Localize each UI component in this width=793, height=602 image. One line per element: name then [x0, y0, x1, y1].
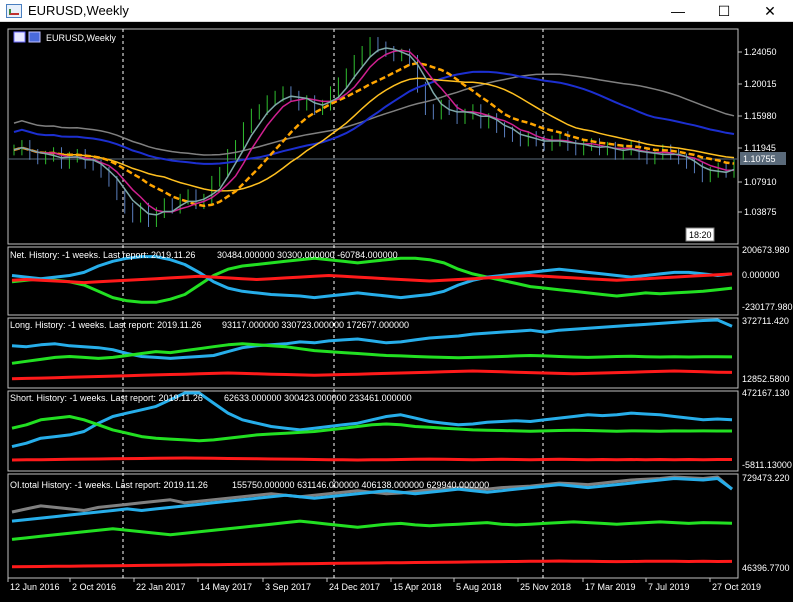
chart-canvas[interactable]: EURUSD,Weekly Net. History: -1 weeks. La… — [0, 22, 793, 602]
time-axis-label: 22 Jan 2017 — [136, 582, 186, 592]
ma-gold-line — [13, 77, 735, 192]
window-title: EURUSD,Weekly — [28, 3, 129, 18]
time-box-text: 18:20 — [689, 230, 712, 240]
ma-grey-line — [13, 73, 735, 156]
oi-axis-label: 729473.220 — [742, 473, 790, 483]
net-series-0 — [11, 256, 733, 304]
current-price-label: 1.10755 — [743, 154, 776, 164]
main-chart-label: EURUSD,Weekly — [46, 33, 116, 43]
short-panel-values: 62633.000000 300423.000000 233461.000000 — [224, 393, 412, 403]
ma-magenta-line — [13, 49, 735, 213]
main-panel-frame — [7, 28, 739, 245]
net-series-2 — [11, 272, 733, 285]
net-panel-caption: Net. History: -1 weeks. Last report: 201… — [10, 250, 195, 260]
ma-orange-line — [13, 61, 735, 208]
long-axis-label: 372711.420 — [742, 316, 789, 326]
oi-series-3 — [11, 559, 733, 569]
price-level-label: 1.24050 — [744, 47, 777, 57]
net-panel-frame — [7, 246, 739, 316]
time-axis-label: 15 Apr 2018 — [393, 582, 442, 592]
time-axis-label: 12 Jun 2016 — [10, 582, 60, 592]
ma-teal-line — [13, 47, 735, 216]
minimize-button[interactable]: — — [671, 3, 685, 19]
time-axis-label: 7 Jul 2019 — [648, 582, 690, 592]
long-panel-caption: Long. History: -1 weeks. Last report: 20… — [10, 320, 201, 330]
oi-series-2 — [11, 519, 733, 541]
oi-panel-caption: OI.total History: -1 weeks. Last report:… — [10, 480, 208, 490]
oi-panel-values: 155750.000000 631146.000000 406138.00000… — [232, 480, 489, 490]
long-series-1 — [11, 342, 733, 365]
ma-blue-line — [13, 70, 735, 165]
price-level-label: 1.07910 — [744, 177, 777, 187]
window-titlebar: EURUSD,Weekly — ☐ ✕ — [0, 0, 793, 22]
oi-axis-label: 46396.7700 — [742, 563, 790, 573]
long-series-2 — [11, 369, 733, 381]
price-level-label: 1.11945 — [744, 143, 776, 153]
net-axis-label: 200673.980 — [742, 245, 790, 255]
price-level-label: 1.03875 — [744, 207, 777, 217]
current-price-box — [740, 152, 786, 165]
short-series-1 — [11, 415, 732, 443]
chart-svg[interactable]: EURUSD,Weekly Net. History: -1 weeks. La… — [0, 22, 793, 602]
short-axis-label: -5811.13000 — [742, 460, 792, 470]
short-series-2 — [11, 456, 732, 462]
net-axis-label: 0.000000 — [742, 270, 780, 280]
time-axis-label: 3 Sep 2017 — [265, 582, 311, 592]
net-series-1 — [11, 255, 733, 300]
chart-window-icon — [6, 4, 22, 18]
close-button[interactable]: ✕ — [764, 3, 776, 19]
time-axis-label: 27 Oct 2019 — [712, 582, 761, 592]
oi-series-1 — [11, 477, 733, 523]
price-level-label: 1.15980 — [744, 111, 777, 121]
time-axis-label: 25 Nov 2018 — [520, 582, 571, 592]
time-box — [685, 227, 715, 242]
short-series-0 — [11, 391, 733, 449]
oi-panel-frame — [7, 473, 739, 579]
price-level-label: 1.20015 — [744, 79, 777, 89]
short-panel-caption: Short. History: -1 weeks. Last report: 2… — [10, 393, 203, 403]
time-axis-label: 24 Dec 2017 — [329, 582, 380, 592]
long-panel-frame — [7, 317, 739, 389]
indicator-list-icon[interactable] — [13, 31, 26, 43]
time-axis-label: 5 Aug 2018 — [456, 582, 502, 592]
long-panel-values: 93117.000000 330723.000000 172677.000000 — [222, 320, 409, 330]
trade-icon[interactable] — [28, 31, 41, 43]
net-axis-label: -230177.980 — [742, 302, 793, 312]
time-axis-label: 2 Oct 2016 — [72, 582, 116, 592]
time-axis-label: 14 May 2017 — [200, 582, 252, 592]
short-panel-frame — [7, 390, 739, 472]
maximize-button[interactable]: ☐ — [717, 3, 731, 19]
long-axis-label: 12852.5800 — [742, 374, 790, 384]
time-axis-label: 17 Mar 2019 — [585, 582, 636, 592]
short-axis-label: 472167.130 — [742, 388, 790, 398]
main-chart-header-icons — [13, 31, 41, 43]
net-panel-values: 30484.000000 30300.000000 -60784.000000 — [217, 250, 398, 260]
